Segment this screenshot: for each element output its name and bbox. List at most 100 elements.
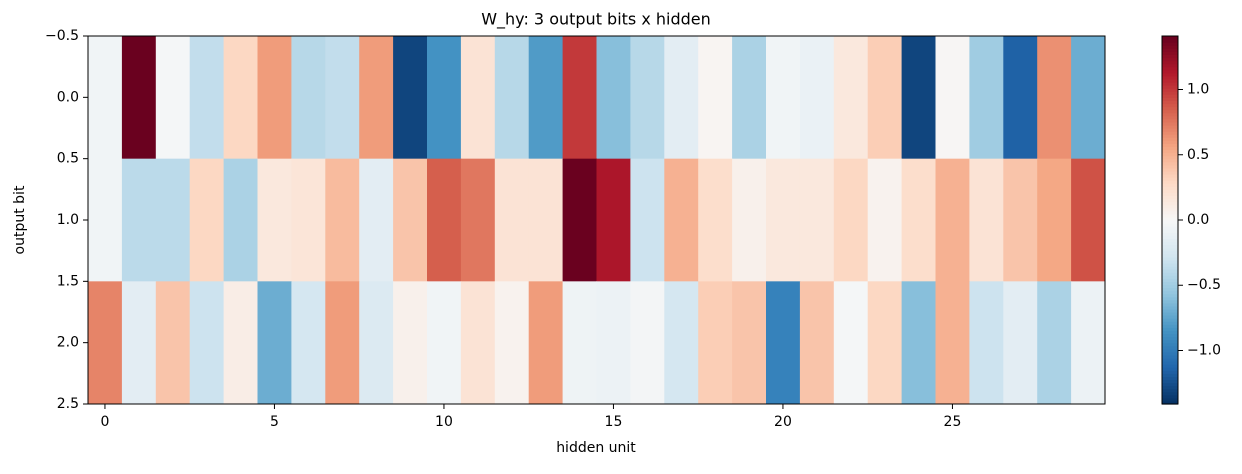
heatmap-cell [596,158,631,282]
colorbar-segment [1162,134,1178,138]
colorbar-segment [1162,305,1178,310]
heatmap-cell [291,158,326,282]
colorbar-segment [1162,204,1178,209]
colorbar-tick-label: 0.5 [1187,147,1209,163]
colorbar-segment [1162,121,1178,126]
colorbar-segment [1162,48,1178,52]
heatmap-cell [901,281,936,405]
heatmap-cell [799,158,835,282]
heatmap-cell [596,36,631,160]
heatmap-cell [88,158,123,282]
heatmap-cell [325,281,360,405]
colorbar-segment [1162,63,1178,68]
colorbar-tick-label: −1.0 [1187,342,1221,358]
colorbar-segment [1162,213,1178,218]
colorbar-segment [1162,394,1178,399]
colorbar-segment [1162,284,1178,289]
heatmap-cell [291,281,326,405]
heatmap-cell [732,158,767,282]
heatmap-cell [1037,281,1072,405]
x-tick-label: 10 [435,414,453,430]
heatmap-cell [1003,158,1038,282]
colorbar-segment [1162,177,1178,181]
colorbar-segment [1162,174,1178,178]
colorbar-tick-label: −0.5 [1187,277,1221,293]
colorbar-segment [1162,379,1178,384]
x-tick-label: 0 [100,414,109,430]
heatmap-cell [562,281,597,405]
colorbar-segment [1162,54,1178,59]
heatmap-cell [1037,158,1072,282]
colorbar-segment [1162,327,1178,331]
colorbar-segment [1162,324,1178,328]
heatmap-cell [766,281,801,405]
x-tick-label: 15 [605,414,623,430]
heatmap-cell [155,281,191,405]
colorbar-segment [1162,226,1178,230]
colorbar-segment [1162,210,1178,215]
colorbar-segment [1162,241,1178,246]
heatmap-cell [494,158,530,282]
colorbar-segment [1162,66,1178,71]
heatmap-cell [969,281,1004,405]
colorbar-segment [1162,118,1178,123]
colorbar-segment [1162,238,1178,243]
colorbar-segment [1162,330,1178,335]
heatmap-cell [359,281,394,405]
heatmap-cell [664,158,699,282]
colorbar-segment [1162,299,1178,304]
heatmap-cell [393,36,428,160]
colorbar-segment [1162,302,1178,307]
heatmap-cell [867,158,903,282]
colorbar-segment [1162,186,1178,190]
colorbar-segment [1162,42,1178,46]
heatmap-cell [766,158,801,282]
heatmap-cell [630,158,665,282]
colorbar-segment [1162,78,1178,83]
heatmap-cell [223,281,258,405]
colorbar-segment [1162,318,1178,322]
colorbar-segment [1162,293,1178,298]
heatmap-cell [325,158,360,282]
colorbar-segment [1162,94,1178,98]
colorbar-segment [1162,256,1178,261]
heatmap-cell [901,36,936,160]
heatmap-cell [562,158,597,282]
colorbar-segment [1162,287,1178,292]
heatmap-cell [427,36,462,160]
heatmap-cell [88,36,123,160]
colorbar-segment [1162,207,1178,212]
heatmap-cell [799,281,835,405]
colorbar-segment [1162,36,1178,40]
heatmap-cell [664,36,699,160]
heatmap-cell [732,36,767,160]
heatmap-cell [257,36,292,160]
colorbar-segment [1162,167,1178,172]
colorbar-segment [1162,115,1178,120]
heatmap-cell [935,36,970,160]
heatmap-cell [867,36,903,160]
colorbar-segment [1162,161,1178,166]
colorbar-segment [1162,247,1178,252]
heatmap-cell [630,36,665,160]
heatmap-cell [528,281,564,405]
colorbar-segment [1162,152,1178,157]
y-tick-label: 0.0 [57,89,79,105]
colorbar-segment [1162,376,1178,381]
heatmap-cell [698,36,733,160]
colorbar-segment [1162,391,1178,396]
colorbar-segment [1162,82,1178,86]
colorbar-segment [1162,124,1178,129]
colorbar-segment [1162,345,1178,350]
colorbar-segment [1162,336,1178,341]
heatmap-cell [935,158,970,282]
heatmap-cell [427,281,462,405]
colorbar-segment [1162,192,1178,197]
colorbar-segment [1162,229,1178,233]
colorbar-segment [1162,85,1178,89]
colorbar-segment [1162,339,1178,344]
heatmap-cell [1003,281,1038,405]
heatmap-cell [359,36,394,160]
colorbar-segment [1162,232,1178,236]
colorbar-segment [1162,296,1178,301]
